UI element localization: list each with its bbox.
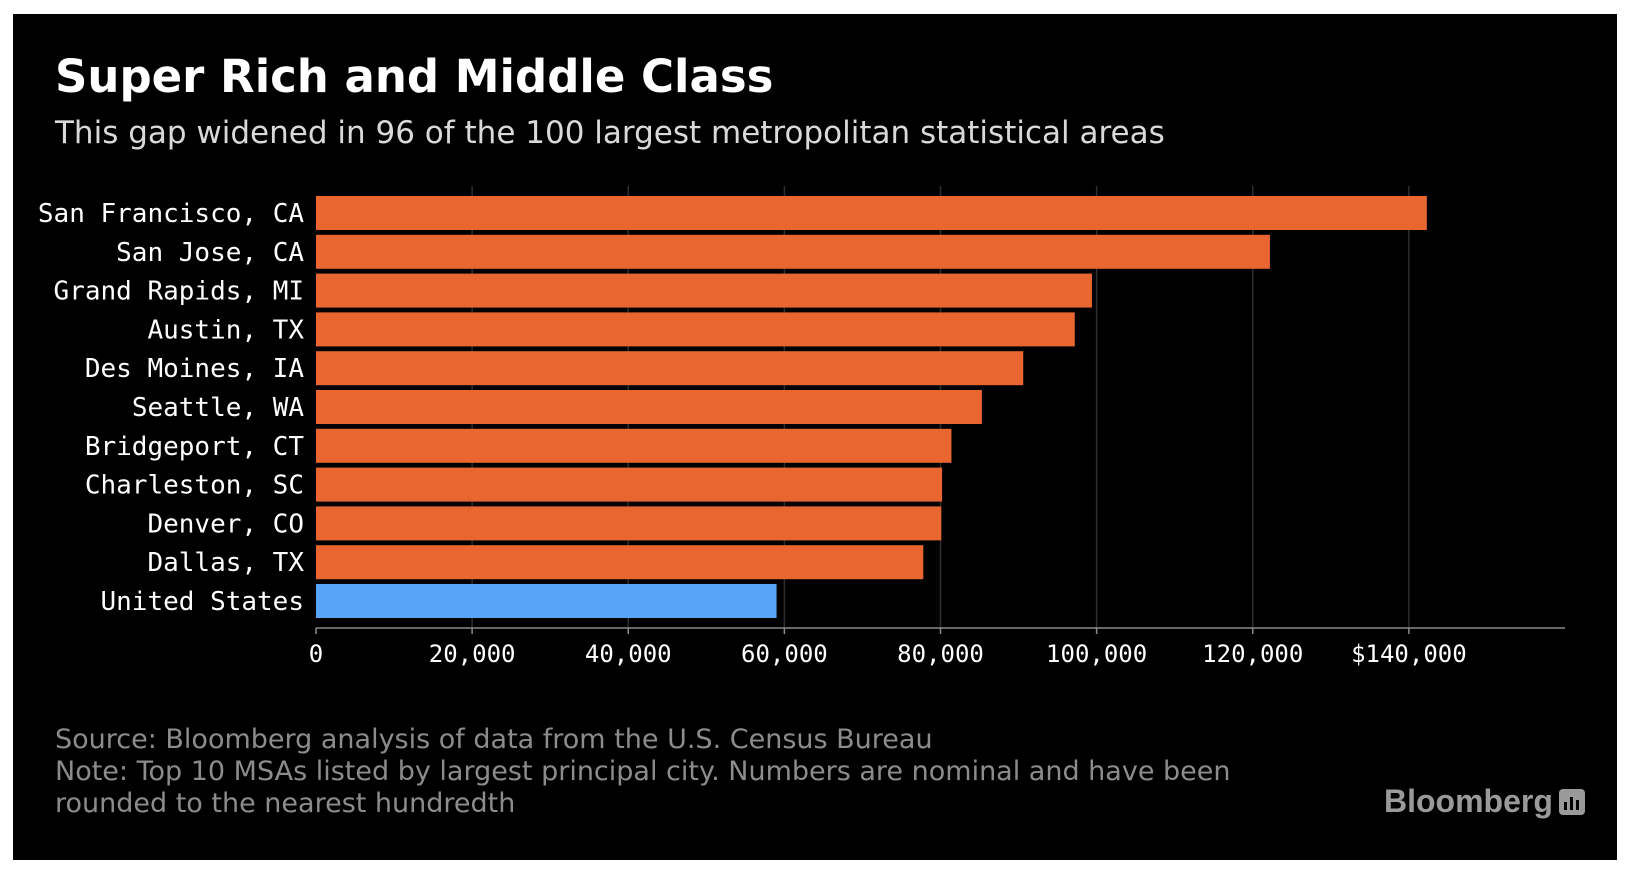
category-label: Bridgeport, CT bbox=[85, 432, 304, 462]
bar bbox=[316, 312, 1075, 347]
category-label: San Jose, CA bbox=[116, 238, 304, 268]
category-label: San Francisco, CA bbox=[38, 199, 304, 229]
category-labels: San Francisco, CA San Jose, CA Grand Rapid… bbox=[38, 199, 304, 617]
bloomberg-chart-icon bbox=[1559, 789, 1585, 815]
bloomberg-logo: Bloomberg bbox=[1384, 783, 1553, 819]
category-label: Austin, TX bbox=[147, 315, 304, 345]
bar bbox=[316, 584, 777, 618]
chart-subtitle: This gap widened in 96 of the 100 larges… bbox=[55, 115, 1165, 151]
chart-title: Super Rich and Middle Class bbox=[55, 50, 774, 103]
note-line-1: Note: Top 10 MSAs listed by largest prin… bbox=[55, 756, 1231, 787]
note-line-2: rounded to the nearest hundredth bbox=[55, 788, 516, 819]
x-tick-label: 60,000 bbox=[741, 640, 828, 668]
x-tick-label: 20,000 bbox=[429, 640, 516, 668]
category-label: Charleston, SC bbox=[85, 471, 304, 501]
category-label: Dallas, TX bbox=[147, 548, 304, 578]
bar bbox=[316, 506, 942, 541]
bar bbox=[316, 390, 982, 424]
bar bbox=[316, 467, 943, 502]
x-tick-label: 100,000 bbox=[1046, 640, 1147, 668]
bar bbox=[316, 234, 1270, 269]
category-label: United States bbox=[101, 587, 305, 617]
x-tick-label: 0 bbox=[309, 640, 323, 668]
category-label: Grand Rapids, MI bbox=[54, 277, 304, 307]
bars bbox=[316, 196, 1427, 618]
x-axis: 0 20,000 40,000 60,000 80,000 100,000 120,000 $… bbox=[309, 627, 1565, 668]
category-label: Denver, CO bbox=[147, 509, 304, 539]
category-label: Des Moines, IA bbox=[85, 354, 304, 384]
bar bbox=[316, 428, 952, 463]
source-note: Source: Bloomberg analysis of data from … bbox=[55, 724, 933, 755]
x-tick-label: $140,000 bbox=[1351, 640, 1467, 668]
x-tick-label: 80,000 bbox=[897, 640, 984, 668]
bar bbox=[316, 196, 1427, 230]
bar bbox=[316, 273, 1092, 308]
x-tick-label: 40,000 bbox=[585, 640, 672, 668]
bar bbox=[316, 545, 924, 580]
bar bbox=[316, 351, 1024, 386]
category-label: Seattle, WA bbox=[132, 393, 305, 423]
x-tick-label: 120,000 bbox=[1202, 640, 1303, 668]
